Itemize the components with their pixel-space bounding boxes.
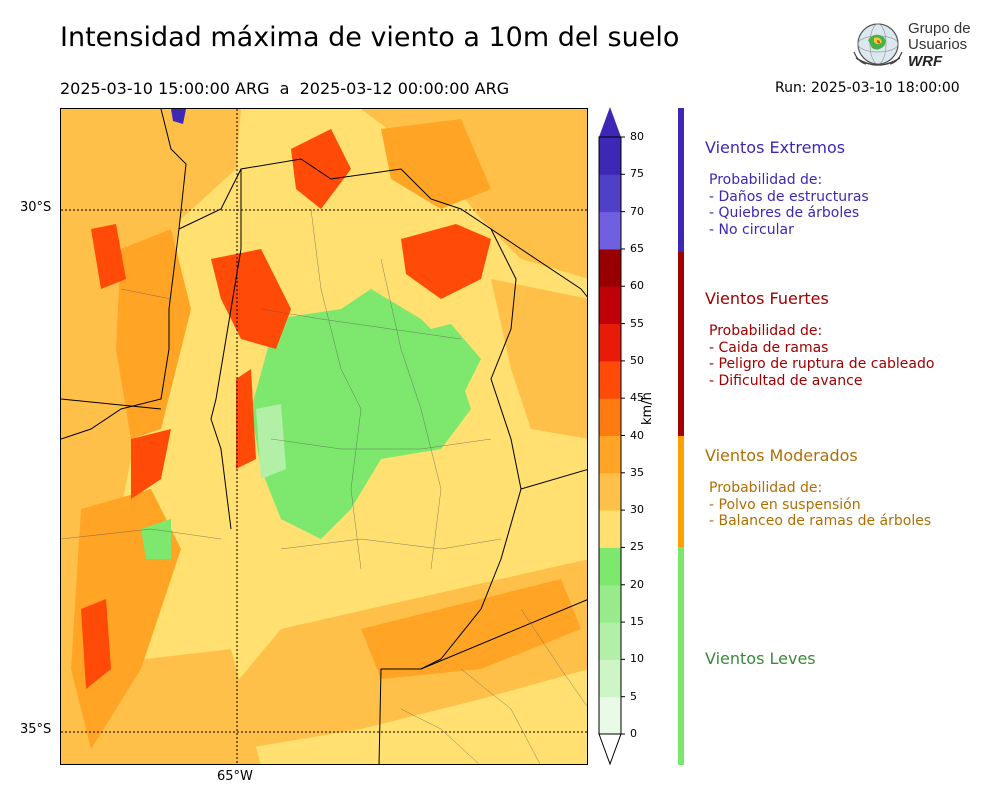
legend-extreme-desc: Probabilidad de: - Daños de estructuras … bbox=[709, 172, 869, 238]
colorbar-tick-label: 65 bbox=[630, 241, 644, 255]
colorbar-segment bbox=[599, 622, 621, 660]
legend-moderate-title: Vientos Moderados bbox=[705, 446, 858, 465]
wind-zone-weak-light bbox=[256, 404, 286, 479]
colorbar-segment bbox=[599, 137, 621, 175]
colorbar-segment bbox=[599, 398, 621, 436]
logo-text-line3: WRF bbox=[908, 53, 943, 70]
colorbar-tick-label: 15 bbox=[630, 615, 644, 629]
legend-line: - No circular bbox=[709, 221, 794, 238]
colorbar-tick-label: 50 bbox=[630, 353, 644, 367]
gruwrf-logo: Grupo de Usuarios WRF bbox=[853, 20, 971, 70]
colorbar-tick-label: 60 bbox=[630, 279, 644, 293]
colorbar-tick-label: 30 bbox=[630, 503, 644, 517]
colorbar-segment bbox=[599, 286, 621, 325]
legend-extreme-title: Vientos Extremos bbox=[705, 138, 846, 157]
province-borders bbox=[61, 109, 587, 764]
wind-field bbox=[61, 109, 587, 764]
colorbar-tick-label: 35 bbox=[630, 465, 644, 479]
colorbar-segment bbox=[599, 248, 621, 287]
band-strong bbox=[678, 252, 684, 436]
colorbar-tick-label: 45 bbox=[630, 391, 644, 405]
map-title: Intensidad máxima de viento a 10m del su… bbox=[60, 22, 680, 53]
colorbar-segment bbox=[599, 584, 621, 623]
band-extreme bbox=[678, 108, 684, 252]
legend-weak-title: Vientos Leves bbox=[705, 649, 816, 668]
legend-line: - Daños de estructuras bbox=[709, 188, 869, 205]
legend-line: Probabilidad de: bbox=[709, 480, 823, 496]
colorbar-segment bbox=[599, 323, 621, 362]
valid-period: 2025-03-10 15:00:00 ARG a 2025-03-12 00:… bbox=[60, 79, 510, 98]
colorbar-tick-label: 80 bbox=[630, 130, 644, 143]
globe-icon bbox=[853, 23, 903, 66]
colorbar-segment bbox=[599, 360, 621, 399]
legend-line: - Dificultad de avance bbox=[709, 372, 863, 389]
colorbar-segment bbox=[599, 435, 621, 474]
colorbar-tick-label: 70 bbox=[630, 204, 644, 218]
logo-text-line1: Grupo de bbox=[908, 20, 971, 37]
colorbar-extend-max bbox=[599, 107, 621, 137]
legend-line: - Peligro de ruptura de cableado bbox=[709, 356, 935, 372]
colorbar-unit: km/h bbox=[640, 392, 655, 425]
wind-map bbox=[60, 108, 588, 765]
band-moderate bbox=[678, 436, 684, 547]
legend-line: - Caida de ramas bbox=[709, 339, 829, 356]
legend-strong-desc: Probabilidad de: - Caida de ramas - Peli… bbox=[709, 323, 934, 389]
wind-colorbar bbox=[598, 107, 625, 766]
colorbar-tick-label: 10 bbox=[630, 652, 644, 666]
colorbar-segment bbox=[599, 211, 621, 250]
colorbar-segment bbox=[599, 547, 621, 586]
graticule bbox=[61, 109, 587, 764]
legend-line: Probabilidad de: bbox=[709, 323, 823, 339]
colorbar-tick-marks bbox=[621, 136, 625, 735]
colorbar-tick-label: 20 bbox=[630, 577, 644, 591]
colorbar-segment bbox=[599, 174, 621, 213]
legend-line: - Quiebres de árboles bbox=[709, 205, 860, 221]
wind-zone-extreme bbox=[171, 109, 186, 124]
legend-line: - Polvo en suspensión bbox=[709, 496, 861, 513]
logo-text-line2: Usuarios bbox=[908, 36, 967, 53]
colorbar-tick-label: 5 bbox=[630, 689, 637, 703]
colorbar-segment bbox=[599, 696, 621, 735]
legend-line: - Balanceo de ramas de árboles bbox=[709, 513, 932, 529]
legend-moderate-desc: Probabilidad de: - Polvo en suspensión -… bbox=[709, 480, 931, 530]
colorbar-segment bbox=[599, 472, 621, 511]
lat-label-35s: 35°S bbox=[20, 722, 52, 737]
colorbar-tick-label: 40 bbox=[630, 428, 644, 442]
legend-strong-title: Vientos Fuertes bbox=[705, 289, 829, 308]
colorbar-tick-label: 25 bbox=[630, 540, 644, 554]
lat-label-30s: 30°S bbox=[20, 200, 52, 215]
colorbar-tick-label: 0 bbox=[630, 727, 637, 740]
run-timestamp: Run: 2025-03-10 18:00:00 bbox=[775, 80, 960, 96]
district-borders bbox=[61, 208, 587, 764]
colorbar-extend-min bbox=[598, 733, 622, 766]
colorbar-segment bbox=[599, 659, 621, 698]
colorbar-segments bbox=[599, 137, 621, 735]
colorbar-segment bbox=[599, 510, 621, 548]
lon-label-65w: 65°W bbox=[217, 769, 253, 784]
colorbar-tick-label: 55 bbox=[630, 316, 644, 330]
wind-zone-strong bbox=[81, 129, 491, 689]
legend-line: Probabilidad de: bbox=[709, 172, 823, 188]
band-weak bbox=[678, 547, 684, 765]
wind-zone-weak bbox=[141, 289, 481, 559]
colorbar-tick-label: 75 bbox=[630, 167, 644, 181]
